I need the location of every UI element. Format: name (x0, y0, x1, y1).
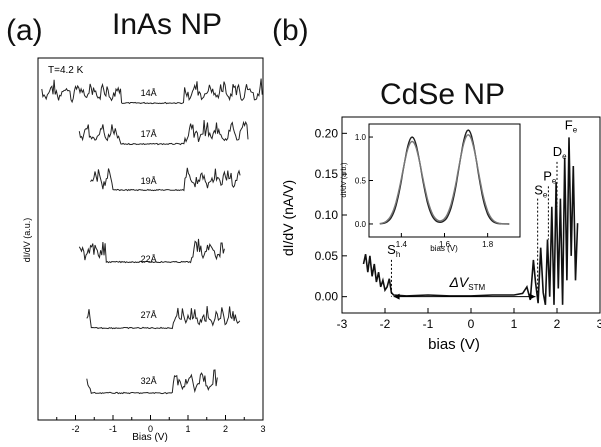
panel-b-ytick-label: 0.10 (315, 208, 339, 222)
inset-chart: bias (V) dI/dV (arb.) 1.4 1.6 1.8 0.0 0.5 1.0 (341, 123, 521, 253)
panel-b-xtick-label: -1 (423, 317, 434, 331)
annotation-d-e: De (553, 144, 567, 161)
gap-arrow-left-head (393, 293, 400, 300)
panel-a-chart: T=4.2 K Bias (V) dI/dV (a.u.) -2 -1 0 1 2 3 1… (22, 57, 266, 443)
panel-b-ytick-label: 0.20 (315, 126, 339, 140)
panel-b-chart: bias (V) dI/dV (nA/V) -3 -2 -1 0 1 2 3 0.00 0.05… (280, 116, 601, 353)
panel-a-xtick-label: -1 (109, 424, 117, 434)
panel-a-curve (86, 306, 241, 330)
panel-b-title: CdSe NP (380, 78, 505, 111)
panel-a-curve (90, 167, 241, 192)
panel-b-xtick-label: 2 (554, 317, 561, 331)
panel-b-xlabel: bias (V) (428, 336, 480, 353)
inset-ylabel: dI/dV (arb.) (341, 162, 348, 197)
inset-ytick-label: 0.5 (355, 177, 367, 186)
panel-b-xtick-label: 1 (511, 317, 518, 331)
panel-b-ticks: -3 -2 -1 0 1 2 3 0.00 0.05 0.10 0.15 0.20 (315, 126, 601, 331)
temperature-label: T=4.2 K (48, 65, 84, 76)
annotation-s-e: Se (534, 183, 548, 200)
panel-a-series-label: 27Å (141, 310, 157, 320)
panel-b-series-line (362, 137, 579, 305)
annotation-subscript: STM (468, 283, 485, 292)
panel-b-xtick-label: 0 (468, 317, 475, 331)
gap-arrow-right-head (529, 293, 536, 300)
panel-a-curve (78, 120, 249, 146)
panel-a-xtick-label: 0 (148, 424, 153, 434)
panel-b-xtick-label: 3 (597, 317, 601, 331)
panel-a-ticks: -2 -1 0 1 2 3 (56, 415, 266, 434)
panel-a-xtick-label: 2 (223, 424, 228, 434)
inset-ticks: 1.4 1.6 1.8 0.0 0.5 1.0 (355, 133, 494, 249)
panel-b-label: (b) (272, 14, 309, 47)
panel-b-ytick-label: 0.15 (315, 167, 339, 181)
panel-a-series-label: 32Å (141, 376, 157, 386)
annotation-subscript: e (552, 177, 557, 186)
annotation-subscript: e (573, 125, 578, 134)
panel-b-xtick-label: -3 (337, 317, 348, 331)
panel-a-series-label: 22Å (141, 254, 157, 264)
inset-xlabel: bias (V) (430, 244, 458, 253)
panel-a-curve (41, 78, 263, 105)
panel-a-ylabel: dI/dV (a.u.) (22, 218, 32, 263)
annotation-subscript: h (396, 250, 400, 259)
inset-xtick-label: 1.6 (439, 240, 451, 249)
inset-ytick-label: 0.0 (355, 220, 367, 229)
inset-ytick-label: 1.0 (355, 133, 367, 142)
panel-a-frame (37, 57, 264, 421)
annotation-p-e: Pe (543, 169, 557, 186)
panel-a-title: InAs NP (112, 8, 222, 41)
panel-a-curve (86, 369, 218, 395)
panel-a-xlabel: Bias (V) (132, 432, 168, 443)
panel-b-ylabel: dI/dV (nA/V) (280, 180, 296, 256)
inset-xtick-label: 1.8 (482, 240, 494, 249)
panel-a-series-label: 14Å (141, 88, 157, 98)
panel-a-label: (a) (6, 14, 43, 47)
annotation-subscript: e (562, 152, 567, 161)
panel-a-series-label: 19Å (141, 176, 157, 186)
panel-a-xtick-label: 3 (260, 424, 265, 434)
annotation-deltav-stm: ΔVSTM (449, 274, 486, 292)
inset-xtick-label: 1.4 (396, 240, 408, 249)
inset-curves (379, 129, 510, 225)
panel-a-curve (78, 238, 225, 264)
inset-curve (379, 134, 510, 225)
panel-a-xtick-label: -2 (71, 424, 79, 434)
panel-a-curves: 14Å 17Å 19Å 22Å 27Å 32Å (41, 78, 263, 395)
annotation-f-e: Fe (565, 117, 578, 134)
panel-b-xtick-label: -2 (380, 317, 391, 331)
panel-a-series-label: 17Å (141, 129, 157, 139)
annotation-subscript: e (543, 191, 548, 200)
panel-b-ytick-label: 0.00 (315, 290, 339, 304)
panel-b-curve (362, 137, 579, 305)
panel-b-ytick-label: 0.05 (315, 249, 339, 263)
panel-a-xtick-label: 1 (185, 424, 190, 434)
